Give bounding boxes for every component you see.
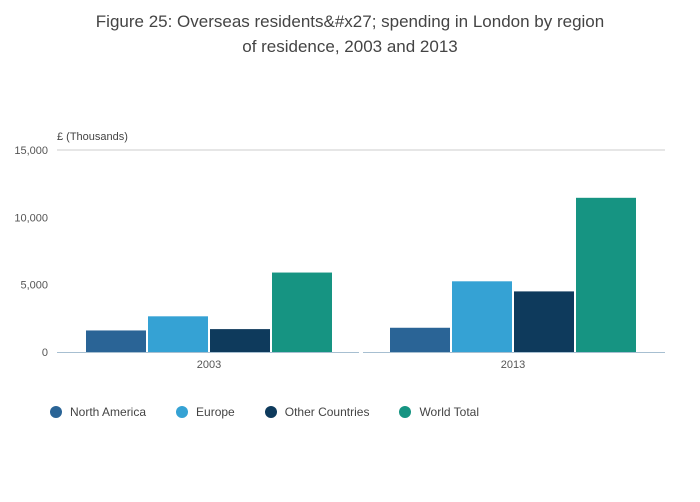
y-tick-label: 15,000 (14, 145, 48, 157)
legend-marker-icon (264, 406, 277, 418)
x-tick-label: 2003 (197, 359, 221, 371)
y-tick-label: 10,000 (14, 212, 48, 224)
legend-marker-icon (50, 406, 62, 418)
bar-other-countries-2003[interactable] (210, 329, 270, 352)
bar-europe-2003[interactable] (148, 316, 208, 352)
legend-item-north-america[interactable]: North America (50, 405, 146, 419)
legend-item-other-countries[interactable]: Other Countries (264, 405, 370, 419)
legend-item-world-total[interactable]: World Total (399, 405, 479, 419)
bar-world-total-2013[interactable] (576, 197, 636, 352)
bar-europe-2013[interactable] (452, 281, 512, 352)
legend: North America Europe Other Countries World … (50, 405, 479, 419)
bar-north-america-2013[interactable] (390, 327, 450, 352)
legend-marker-icon (399, 406, 412, 418)
legend-marker-icon (176, 406, 189, 418)
legend-label: Europe (196, 405, 235, 419)
bar-world-total-2003[interactable] (272, 272, 332, 352)
chart-title: Figure 25: Overseas residents&#x27; spen… (95, 12, 605, 56)
legend-item-europe[interactable]: Europe (176, 405, 235, 419)
y-tick-label: 0 (42, 347, 48, 359)
x-tick-label: 2013 (501, 359, 525, 371)
y-axis-title: £ (Thousands) (57, 131, 128, 143)
y-tick-label: 5,000 (20, 280, 48, 292)
legend-label: Other Countries (284, 405, 370, 419)
bar-other-countries-2013[interactable] (514, 291, 574, 352)
legend-label: North America (70, 405, 147, 419)
bar-north-america-2003[interactable] (86, 330, 146, 352)
legend-label: World Total (419, 405, 480, 419)
